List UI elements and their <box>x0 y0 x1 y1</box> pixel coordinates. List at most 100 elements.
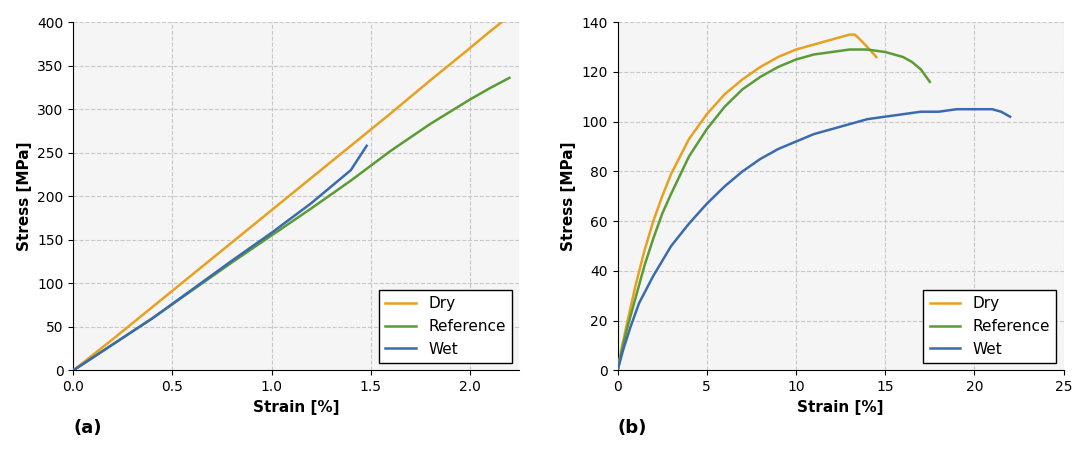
Dry <box>834 35 847 40</box>
Wet <box>986 107 999 112</box>
Reference <box>225 260 238 265</box>
Text: (a): (a) <box>73 419 101 437</box>
Wet <box>896 112 909 117</box>
Dry <box>807 42 820 47</box>
Dry <box>305 175 318 181</box>
Reference <box>87 355 100 360</box>
Dry <box>265 207 278 213</box>
Dry <box>638 248 651 254</box>
Reference <box>923 79 937 84</box>
Wet <box>994 109 1007 114</box>
Dry <box>843 32 856 37</box>
Reference <box>718 104 731 109</box>
Dry <box>825 37 839 42</box>
Legend: Dry, Reference, Wet: Dry, Reference, Wet <box>379 290 512 363</box>
Wet <box>807 131 820 137</box>
Reference <box>843 47 856 52</box>
Wet <box>879 114 892 119</box>
Reference <box>146 316 159 321</box>
Dry <box>186 272 199 277</box>
Wet <box>772 146 785 152</box>
Reference <box>825 49 839 55</box>
Reference <box>463 97 476 102</box>
Reference <box>107 341 120 347</box>
Dry <box>611 368 624 373</box>
X-axis label: Strain [%]: Strain [%] <box>797 400 884 415</box>
Reference <box>614 350 627 355</box>
Reference <box>915 67 928 72</box>
Wet <box>718 183 731 189</box>
Line: Wet: Wet <box>617 109 1011 370</box>
Reference <box>700 126 713 132</box>
Legend: Dry, Reference, Wet: Dry, Reference, Wet <box>923 290 1056 363</box>
Dry <box>736 77 749 82</box>
Reference <box>860 47 873 52</box>
Dry <box>463 45 476 51</box>
Reference <box>772 64 785 69</box>
Wet <box>624 326 637 331</box>
Reference <box>265 233 278 238</box>
Line: Reference: Reference <box>73 78 510 370</box>
Wet <box>305 201 318 206</box>
Dry <box>860 44 873 50</box>
Dry <box>754 64 767 69</box>
Dry <box>344 143 357 148</box>
Wet <box>932 109 945 114</box>
Dry <box>620 323 633 328</box>
Reference <box>484 86 497 91</box>
Reference <box>656 211 669 217</box>
Reference <box>905 59 918 64</box>
Wet <box>186 287 199 292</box>
Wet <box>611 368 624 373</box>
Wet <box>87 355 100 360</box>
Dry <box>854 37 867 42</box>
Wet <box>950 107 963 112</box>
Dry <box>718 92 731 97</box>
Line: Reference: Reference <box>617 49 930 370</box>
Reference <box>424 121 437 127</box>
Dry <box>614 348 627 353</box>
Wet <box>736 169 749 174</box>
Reference <box>790 57 803 62</box>
Wet <box>616 348 629 353</box>
Dry <box>225 240 238 245</box>
Reference <box>66 368 79 373</box>
Reference <box>664 191 677 197</box>
Reference <box>683 154 696 159</box>
Dry <box>870 54 883 60</box>
Wet <box>1004 114 1017 119</box>
Reference <box>754 74 767 79</box>
Dry <box>484 29 497 35</box>
Wet <box>790 139 803 144</box>
Reference <box>647 236 660 241</box>
Wet <box>265 230 278 236</box>
Dry <box>629 283 643 289</box>
Dry <box>503 13 516 19</box>
Dry <box>87 352 100 357</box>
Dry <box>664 171 677 177</box>
X-axis label: Strain [%]: Strain [%] <box>253 400 340 415</box>
Wet <box>843 121 856 127</box>
Wet <box>107 341 120 347</box>
Wet <box>664 243 677 249</box>
Reference <box>611 368 624 373</box>
Wet <box>146 316 159 321</box>
Wet <box>66 368 79 373</box>
Reference <box>629 296 643 301</box>
Text: (b): (b) <box>617 419 647 437</box>
Wet <box>360 143 374 148</box>
Dry <box>772 54 785 60</box>
Dry <box>384 111 397 116</box>
Dry <box>66 368 79 373</box>
Wet <box>700 201 713 207</box>
Wet <box>647 273 660 279</box>
Y-axis label: Stress [MPa]: Stress [MPa] <box>561 142 576 251</box>
Dry <box>424 78 437 83</box>
Wet <box>825 126 839 132</box>
Y-axis label: Stress [MPa]: Stress [MPa] <box>16 142 32 251</box>
Reference <box>807 52 820 57</box>
Dry <box>107 336 120 342</box>
Wet <box>633 301 646 306</box>
Reference <box>879 49 892 55</box>
Reference <box>384 148 397 154</box>
